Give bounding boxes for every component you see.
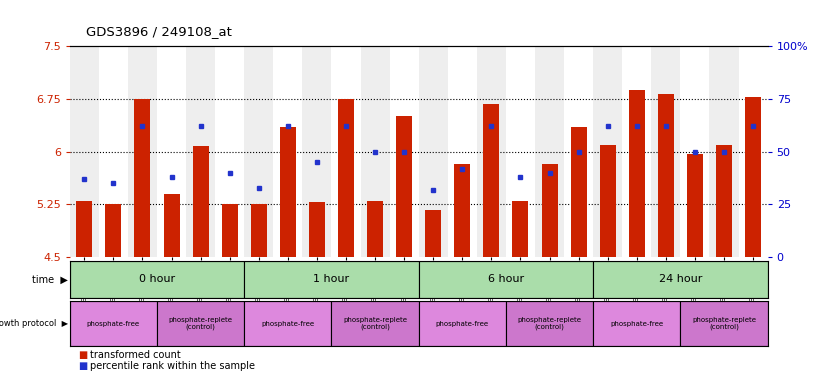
- Text: ■: ■: [78, 350, 87, 360]
- Bar: [222, 204, 238, 257]
- Text: phosphate-free: phosphate-free: [610, 321, 663, 326]
- Bar: [425, 210, 441, 257]
- Bar: [245, 261, 419, 298]
- Bar: [419, 301, 506, 346]
- Bar: [186, 46, 215, 257]
- Bar: [390, 46, 419, 257]
- Bar: [302, 46, 332, 257]
- Bar: [594, 301, 681, 346]
- Bar: [739, 46, 768, 257]
- Bar: [709, 46, 739, 257]
- Bar: [128, 46, 157, 257]
- Bar: [360, 46, 390, 257]
- Bar: [629, 90, 644, 257]
- Bar: [687, 154, 703, 257]
- Text: phosphate-free: phosphate-free: [87, 321, 140, 326]
- Text: phosphate-replete
(control): phosphate-replete (control): [168, 317, 232, 330]
- Text: phosphate-free: phosphate-free: [261, 321, 314, 326]
- Bar: [658, 94, 674, 257]
- Bar: [338, 99, 354, 257]
- Bar: [454, 164, 470, 257]
- Text: 0 hour: 0 hour: [139, 274, 175, 285]
- Bar: [70, 46, 99, 257]
- Bar: [535, 46, 564, 257]
- Text: 24 hour: 24 hour: [658, 274, 702, 285]
- Bar: [332, 46, 360, 257]
- Bar: [163, 194, 180, 257]
- Bar: [542, 164, 557, 257]
- Bar: [99, 46, 128, 257]
- Bar: [419, 261, 594, 298]
- Bar: [484, 104, 499, 257]
- Bar: [280, 127, 296, 257]
- Bar: [245, 301, 332, 346]
- Bar: [397, 116, 412, 257]
- Text: transformed count: transformed count: [90, 350, 181, 360]
- Bar: [367, 201, 383, 257]
- Text: phosphate-replete
(control): phosphate-replete (control): [692, 317, 756, 330]
- Bar: [193, 146, 209, 257]
- Bar: [594, 261, 768, 298]
- Text: GDS3896 / 249108_at: GDS3896 / 249108_at: [86, 25, 232, 38]
- Bar: [215, 46, 245, 257]
- Bar: [157, 301, 245, 346]
- Bar: [512, 201, 529, 257]
- Text: ■: ■: [78, 361, 87, 371]
- Bar: [70, 261, 245, 298]
- Bar: [447, 46, 477, 257]
- Bar: [419, 46, 447, 257]
- Bar: [506, 301, 594, 346]
- Text: percentile rank within the sample: percentile rank within the sample: [90, 361, 255, 371]
- Bar: [681, 301, 768, 346]
- Bar: [571, 127, 587, 257]
- Bar: [477, 46, 506, 257]
- Bar: [273, 46, 302, 257]
- Bar: [135, 99, 150, 257]
- Bar: [745, 97, 761, 257]
- Bar: [622, 46, 651, 257]
- Text: growth protocol  ▶: growth protocol ▶: [0, 319, 68, 328]
- Text: 1 hour: 1 hour: [314, 274, 350, 285]
- Bar: [250, 204, 267, 257]
- Text: phosphate-replete
(control): phosphate-replete (control): [517, 317, 581, 330]
- Bar: [599, 145, 616, 257]
- Text: phosphate-free: phosphate-free: [436, 321, 488, 326]
- Bar: [105, 204, 122, 257]
- Bar: [594, 46, 622, 257]
- Bar: [506, 46, 535, 257]
- Bar: [157, 46, 186, 257]
- Bar: [681, 46, 709, 257]
- Text: phosphate-replete
(control): phosphate-replete (control): [343, 317, 407, 330]
- Bar: [716, 145, 732, 257]
- Bar: [564, 46, 594, 257]
- Bar: [76, 201, 92, 257]
- Bar: [332, 301, 419, 346]
- Bar: [651, 46, 681, 257]
- Bar: [245, 46, 273, 257]
- Text: 6 hour: 6 hour: [488, 274, 524, 285]
- Bar: [309, 202, 325, 257]
- Bar: [70, 301, 157, 346]
- Text: time  ▶: time ▶: [32, 274, 68, 285]
